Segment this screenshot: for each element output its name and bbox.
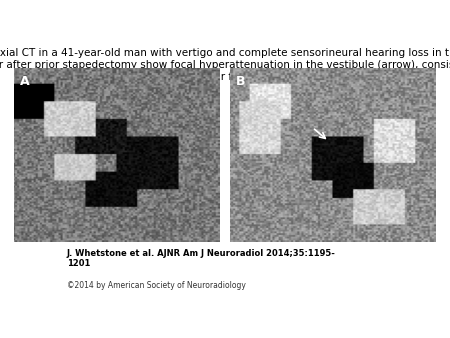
Text: ©2014 by American Society of Neuroradiology: ©2014 by American Society of Neuroradiol… — [67, 282, 246, 290]
Text: J. Whetstone et al. AJNR Am J Neuroradiol 2014;35:1195-
1201: J. Whetstone et al. AJNR Am J Neuroradio… — [67, 249, 336, 268]
Text: AMERICAN JOURNAL OF NEURORADIOLOGY: AMERICAN JOURNAL OF NEURORADIOLOGY — [274, 312, 410, 317]
Text: A: A — [20, 75, 29, 88]
Text: AINR: AINR — [308, 277, 376, 301]
Text: B: B — [236, 75, 245, 88]
Text: A, Axial CT in a 41-year-old man with vertigo and complete sensorineural hearing: A, Axial CT in a 41-year-old man with ve… — [0, 48, 450, 81]
